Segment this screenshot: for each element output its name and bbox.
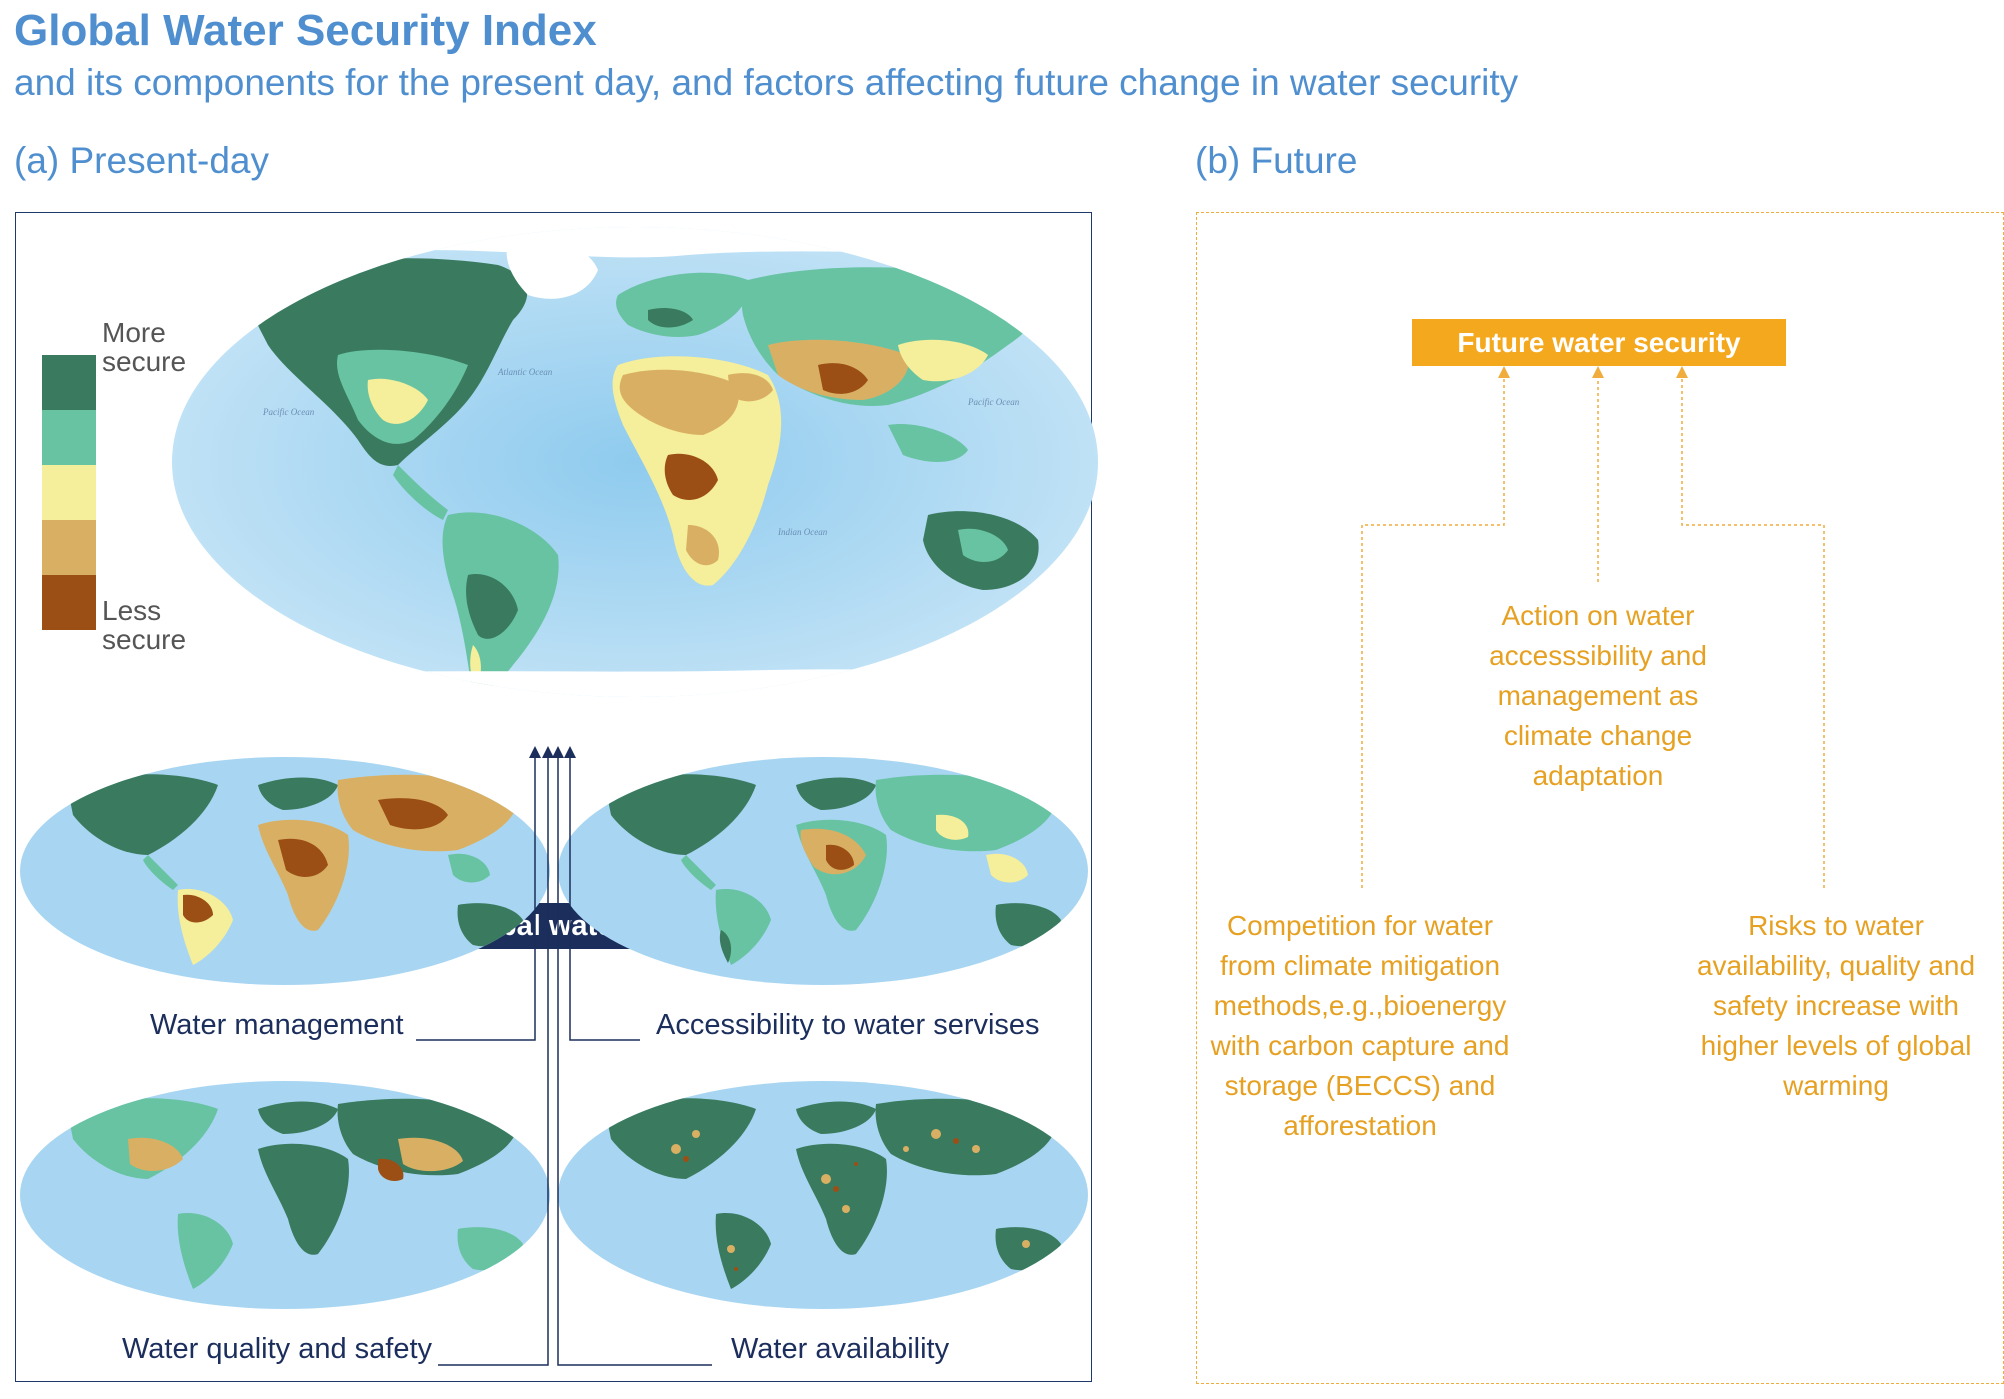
aggregated-water-security-map: Pacific Ocean Atlantic Ocean Indian Ocea… — [172, 227, 1098, 697]
water-management-label: Water management — [150, 1009, 404, 1041]
panel-b-label: (b) Future — [1195, 140, 1358, 181]
factor-mitigation-competition: Competition for water from climate mitig… — [1210, 910, 1510, 1141]
legend-swatch-5 — [42, 575, 96, 630]
pacific-ocean-label-east: Pacific Ocean — [967, 397, 1020, 407]
legend-less-secure: Less secure — [102, 595, 187, 655]
panel-a-label: (a) Present-day — [14, 140, 269, 181]
water-management-map — [20, 757, 550, 985]
water-availability-map — [558, 1081, 1088, 1309]
legend-swatch-3 — [42, 465, 96, 520]
factor-adaptation: Action on water accesssibility and manag… — [1489, 600, 1707, 791]
legend-more-secure: More secure — [102, 317, 187, 377]
atlantic-ocean-label: Atlantic Ocean — [497, 367, 553, 377]
factor-warming-risks: Risks to water availability, quality and… — [1696, 910, 1976, 1101]
water-quality-label: Water quality and safety — [122, 1333, 433, 1365]
legend-swatch-2 — [42, 410, 96, 465]
figure-title: Global Water Security Index — [14, 6, 597, 55]
legend-swatch-1 — [42, 355, 96, 410]
figure-subtitle: and its components for the present day, … — [14, 62, 1519, 103]
panel-a-present-day: Pacific Ocean Atlantic Ocean Indian Ocea… — [15, 212, 1098, 1382]
water-quality-map — [20, 1081, 550, 1309]
water-availability-label: Water availability — [731, 1333, 950, 1365]
indian-ocean-label: Indian Ocean — [777, 527, 828, 537]
accessibility-label: Accessibility to water servises — [656, 1009, 1040, 1041]
panel-b-future — [1196, 212, 2004, 1384]
legend-swatch-4 — [42, 520, 96, 575]
accessibility-map — [558, 757, 1088, 985]
future-water-security-box: Future water security — [1412, 319, 1786, 366]
pacific-ocean-label-west: Pacific Ocean — [262, 407, 315, 417]
